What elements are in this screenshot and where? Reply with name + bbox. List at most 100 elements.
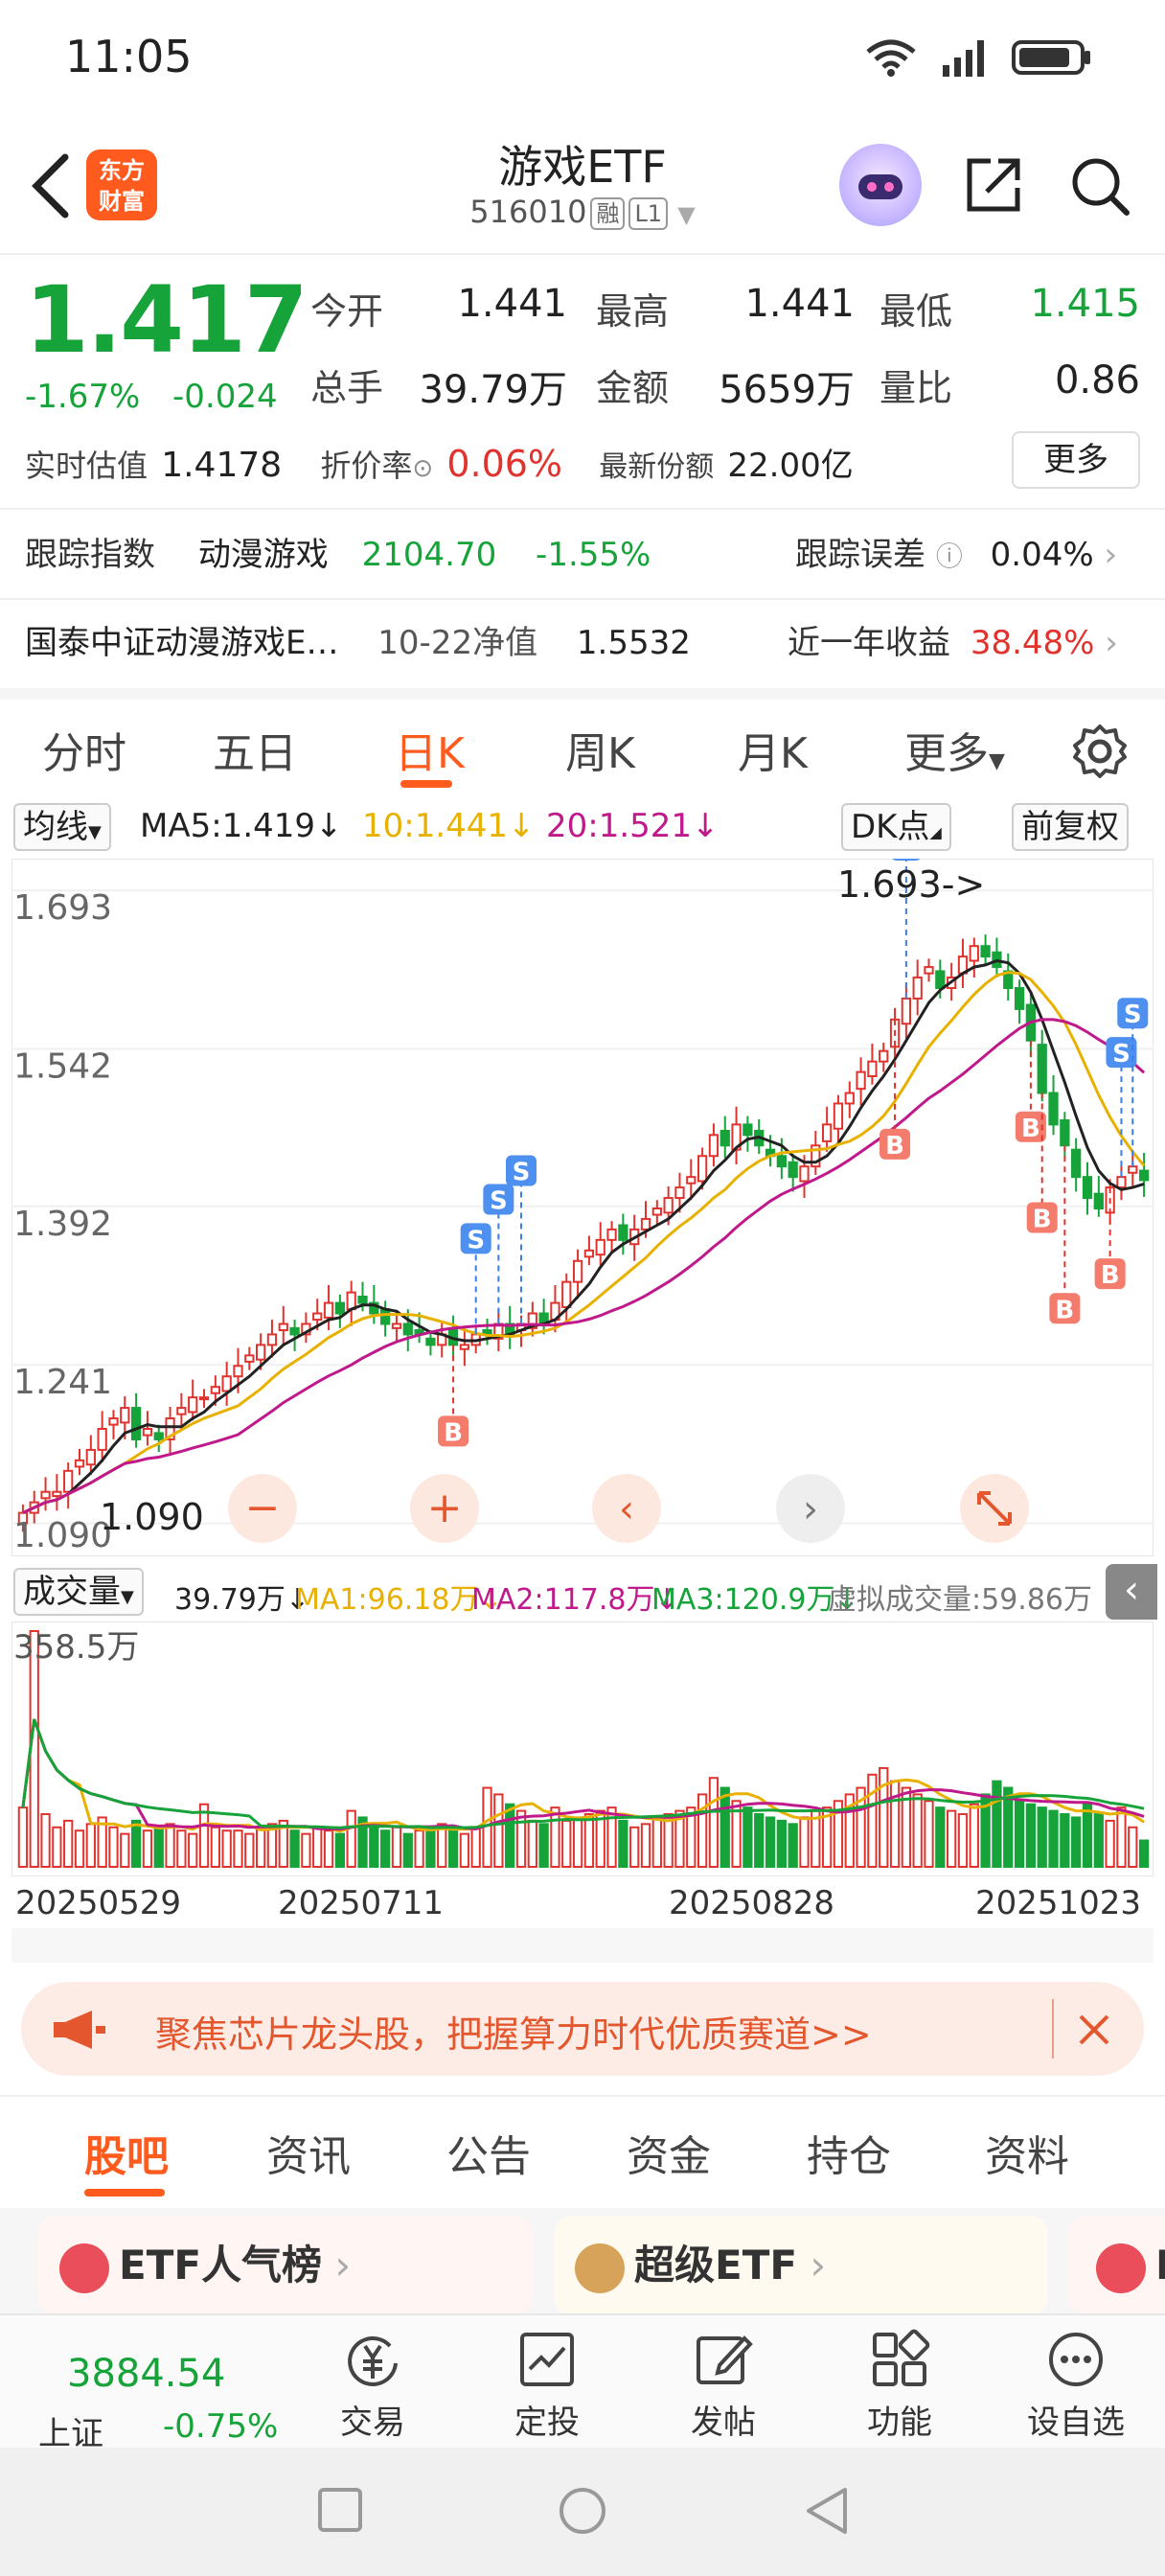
nav-trade[interactable]: 交易 (301, 2329, 445, 2443)
more-circle-icon (1049, 2333, 1103, 2386)
tab-intraday[interactable]: 分时 (42, 729, 126, 778)
nav-functions[interactable]: 功能 (828, 2329, 971, 2443)
volume-chart[interactable]: 358.5万 (11, 1622, 1154, 1876)
candle-body (742, 1123, 753, 1137)
volume-selector[interactable]: 成交量▼ (13, 1568, 144, 1616)
scroll-left-button[interactable]: ‹ (592, 1474, 661, 1543)
buy-signal-label: B (1033, 1206, 1052, 1234)
nav-label: 功能 (867, 2404, 932, 2442)
card-etf-more[interactable]: E (1069, 2216, 1165, 2313)
card-etf-popularity[interactable]: ETF人气榜 › (38, 2216, 533, 2313)
signal-icon (943, 40, 984, 77)
volume-bar (867, 1773, 878, 1869)
more-dots-icon[interactable]: ⊙ (412, 454, 434, 483)
gear-icon[interactable] (1071, 723, 1129, 780)
volume-bar (380, 1829, 391, 1869)
kline-grid (11, 889, 1154, 1525)
back-icon[interactable] (23, 150, 80, 222)
nav-add-watchlist[interactable]: 设自选 (1004, 2329, 1148, 2443)
sell-signal-label: S (1112, 1040, 1131, 1069)
caret-down-icon: ▼ (88, 822, 102, 842)
ma10-value: 10:1.441↓ (362, 807, 536, 845)
tracking-index-row[interactable]: 跟踪指数 动漫游戏 2104.70 -1.55% 跟踪误差 ⓘ 0.04% › (25, 512, 1140, 598)
volume-bar (63, 1819, 74, 1869)
tab-funds[interactable]: 资金 (627, 2132, 711, 2181)
candle-body (85, 1448, 96, 1466)
help-icon[interactable]: ⓘ (935, 540, 963, 572)
fullscreen-button[interactable] (960, 1474, 1029, 1543)
y-tick-label: 1.392 (13, 1205, 112, 1244)
tab-monthly-k[interactable]: 月K (738, 729, 808, 778)
volume-bar (957, 1813, 969, 1869)
volume-bar (992, 1780, 1002, 1868)
home-icon[interactable] (558, 2486, 607, 2536)
index-change: -0.75% (163, 2407, 279, 2446)
vol-ma1: MA1:96.18万↓ (295, 1583, 503, 1617)
volume-bar (97, 1816, 107, 1868)
tab-underline (400, 780, 452, 788)
collapse-panel-button[interactable]: ‹ (1106, 1564, 1157, 1620)
volume-bar (85, 1823, 96, 1868)
recent-apps-icon[interactable] (316, 2486, 364, 2534)
back-nav-icon[interactable] (803, 2486, 851, 2536)
tab-five-day[interactable]: 五日 (213, 729, 297, 778)
tab-guba[interactable]: 股吧 (84, 2132, 169, 2181)
search-icon[interactable] (1067, 153, 1132, 218)
tracking-error-group: 跟踪误差 ⓘ 0.04% › (795, 512, 1117, 600)
volume-bar (312, 1826, 323, 1868)
candle-body (97, 1428, 107, 1451)
plus-icon: + (427, 1484, 463, 1532)
ad-banner[interactable]: 聚焦芯片龙头股，把握算力时代优质赛道>> (21, 1982, 1144, 2076)
tab-news[interactable]: 资讯 (266, 2132, 351, 2181)
app-logo[interactable]: 东方 财富 (86, 150, 157, 220)
indicator-selector[interactable]: 均线▼ (13, 803, 111, 851)
ai-assistant-icon[interactable] (839, 144, 922, 226)
logo-line1: 东方 (99, 157, 145, 184)
zoom-in-button[interactable]: + (410, 1474, 479, 1543)
index-ticker[interactable]: 3884.54 上证 -0.75% (19, 2333, 297, 2453)
amount-value: 5659万 (719, 368, 855, 412)
system-nav-bar (0, 2448, 1165, 2576)
tab-announcements[interactable]: 公告 (446, 2132, 531, 2181)
volume-bar (1105, 1819, 1115, 1869)
candle-body (697, 1155, 708, 1183)
volume-bar (742, 1806, 753, 1868)
candle-body (561, 1280, 572, 1308)
ma10-line (22, 971, 1146, 1514)
card-super-etf[interactable]: 超级ETF › (554, 2216, 1048, 2313)
candle-body (811, 1144, 821, 1168)
candle-body (402, 1322, 413, 1336)
adjust-button[interactable]: 前复权 (1012, 803, 1129, 851)
volume-bar (1048, 1809, 1059, 1868)
tracking-index-pct: -1.55% (536, 536, 651, 574)
scroll-right-button[interactable]: › (776, 1474, 845, 1543)
close-icon[interactable] (1075, 2011, 1113, 2049)
tab-weekly-k[interactable]: 周K (565, 729, 635, 778)
tab-daily-k[interactable]: 日K (395, 729, 465, 778)
zoom-out-button[interactable]: − (228, 1474, 297, 1543)
dk-point-button[interactable]: DK点◢ (841, 803, 951, 851)
yuan-circle-icon (348, 2335, 398, 2386)
y-axis-labels: 1.693 1.542 1.392 1.241 1.090 (13, 888, 112, 1555)
candle-body (289, 1326, 300, 1336)
nav-post[interactable]: 发帖 (651, 2329, 795, 2443)
tab-profile[interactable]: 资料 (985, 2132, 1069, 2181)
tab-more[interactable]: 更多▼ (904, 719, 1005, 780)
nav-invest-plan[interactable]: 定投 (475, 2329, 619, 2443)
volume-bar (629, 1826, 640, 1868)
stock-code-row[interactable]: 516010 融 L1 ▼ (0, 194, 1165, 230)
candle-body (969, 945, 979, 962)
volume-bar (1116, 1806, 1127, 1868)
tab-holdings[interactable]: 持仓 (807, 2132, 891, 2181)
candle-body (74, 1459, 85, 1468)
candle-body (844, 1092, 855, 1105)
fund-row[interactable]: 国泰中证动漫游戏E… 10-22净值 1.5532 近一年收益 38.48% › (25, 600, 1140, 686)
volume-bar (980, 1793, 991, 1868)
share-icon[interactable] (962, 153, 1025, 217)
more-button[interactable]: 更多 (1012, 431, 1140, 489)
volume-bar (130, 1819, 142, 1869)
sell-signal-box (460, 1223, 491, 1254)
buy-signal-box (1015, 1111, 1046, 1142)
chevron-right-icon: › (1105, 624, 1118, 662)
